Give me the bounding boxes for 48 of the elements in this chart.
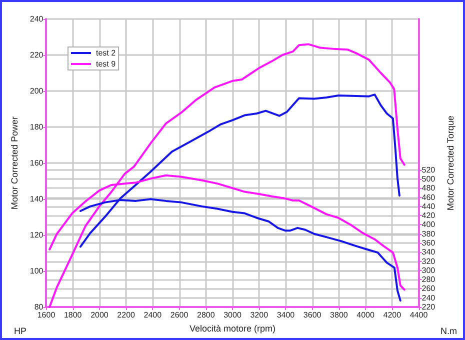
x-tick-label: 2600 (170, 310, 189, 320)
y-tick-label: 180 (30, 122, 44, 132)
x-tick-label: 2200 (117, 310, 136, 320)
y2-tick-label: 240 (422, 293, 436, 302)
y-tick-label: 140 (30, 194, 44, 204)
text: HP (14, 326, 27, 336)
x-tick-label: 3200 (250, 310, 269, 320)
legend-label: test 2 (96, 48, 116, 58)
x-tick-label: 1600 (37, 310, 56, 320)
y-tick-label: 240 (30, 14, 44, 24)
y-tick-label: 80 (34, 302, 44, 312)
y2-tick-label: 320 (422, 256, 436, 266)
y-tick-label: 160 (30, 158, 44, 168)
x-tick-label: 1800 (64, 310, 82, 320)
y2-tick-label: 380 (422, 229, 436, 238)
y2-tick-label: 260 (422, 284, 436, 294)
y2-tick-label: 400 (422, 220, 436, 230)
y-tick-label: 120 (30, 230, 44, 240)
x-tick-label: 2800 (196, 310, 216, 320)
y2-tick-label: 420 (422, 211, 436, 220)
x-tick-label: 3400 (276, 310, 296, 320)
line-series (48, 43, 406, 308)
x-tick-label: 3000 (224, 310, 242, 320)
text: N.m (440, 326, 457, 336)
x-tick-label: 4400 (410, 310, 428, 320)
y-axis-title: Motor Corrected Power (10, 116, 20, 210)
legend-label: test 9 (96, 60, 116, 68)
y-tick-label: 100 (30, 266, 44, 276)
y2-tick-label: 300 (422, 266, 436, 275)
y2-tick-label: 280 (422, 275, 436, 284)
y2-tick-label: 520 (422, 165, 436, 174)
x-tick-label: 3600 (303, 310, 322, 320)
x-axis-title: Velocità motore (rpm) (189, 324, 276, 334)
y2-axis-title: Motor Corrected Torque (446, 116, 456, 210)
y2-tick-label: 500 (422, 174, 436, 184)
y2-tick-label: 220 (422, 302, 436, 312)
y2-tick-label: 480 (422, 184, 436, 193)
x-tick-label: 3800 (330, 310, 348, 320)
x-tick-label: 2000 (90, 310, 109, 320)
y-tick-label: 200 (30, 86, 44, 96)
y2-tick-label: 460 (422, 192, 436, 202)
y2-tick-label: 340 (422, 248, 436, 257)
x-tick-label: 4000 (356, 310, 375, 320)
y2-tick-label: 440 (422, 202, 436, 211)
y2-tick-label: 360 (422, 238, 436, 248)
x-tick-label: 4200 (383, 310, 402, 320)
y-tick-label: 220 (30, 50, 44, 60)
x-tick-label: 2400 (144, 310, 162, 320)
